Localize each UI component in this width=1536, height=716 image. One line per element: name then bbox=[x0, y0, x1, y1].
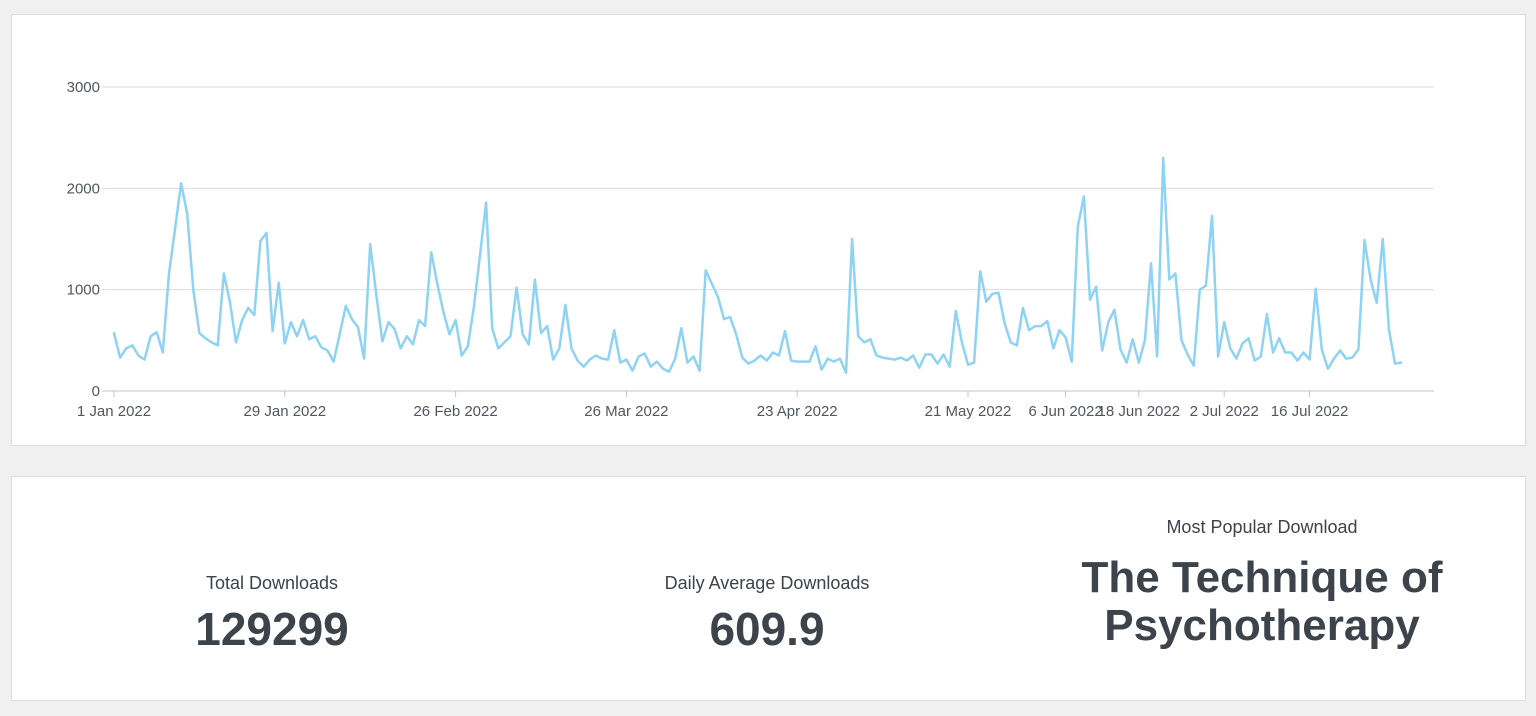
series-line bbox=[112, 156, 1403, 375]
most-popular-stat: Most Popular Download The Technique of P… bbox=[1027, 517, 1497, 651]
total-downloads-stat: Total Downloads 129299 bbox=[122, 573, 422, 655]
x-tick-label: 23 Apr 2022 bbox=[757, 403, 838, 420]
x-tick-label: 29 Jan 2022 bbox=[244, 403, 327, 420]
daily-average-label: Daily Average Downloads bbox=[664, 573, 870, 593]
most-popular-value[interactable]: The Technique of Psychotherapy bbox=[1081, 553, 1443, 651]
x-tick-label: 1 Jan 2022 bbox=[77, 403, 151, 420]
y-tick-label: 3000 bbox=[67, 79, 100, 96]
x-tick-label: 2 Jul 2022 bbox=[1190, 403, 1259, 420]
daily-average-stat: Daily Average Downloads 609.9 bbox=[617, 573, 917, 655]
downloads-chart-panel: 0 1000 2000 3000 1 Jan 2022 29 Jan 2022 26 Feb… bbox=[11, 14, 1526, 446]
most-popular-label: Most Popular Download bbox=[1166, 517, 1358, 537]
stats-panel: Total Downloads 129299 Daily Average Dow… bbox=[11, 476, 1526, 701]
y-tick-label: 2000 bbox=[67, 180, 100, 197]
x-tick-label: 26 Mar 2022 bbox=[584, 403, 668, 420]
x-tick-label: 16 Jul 2022 bbox=[1271, 403, 1349, 420]
x-tick-label: 21 May 2022 bbox=[925, 403, 1012, 420]
x-tick-label: 6 Jun 2022 bbox=[1028, 403, 1102, 420]
y-tick-label: 0 bbox=[92, 383, 100, 400]
y-tick-label: 1000 bbox=[67, 282, 100, 299]
x-tick-label: 26 Feb 2022 bbox=[413, 403, 497, 420]
daily-average-value: 609.9 bbox=[709, 603, 825, 655]
x-tick-label: 18 Jun 2022 bbox=[1098, 403, 1181, 420]
total-downloads-value: 129299 bbox=[195, 603, 349, 655]
total-downloads-label: Total Downloads bbox=[205, 573, 339, 593]
downloads-line-chart: 0 1000 2000 3000 1 Jan 2022 29 Jan 2022 26 Feb… bbox=[67, 79, 1434, 420]
